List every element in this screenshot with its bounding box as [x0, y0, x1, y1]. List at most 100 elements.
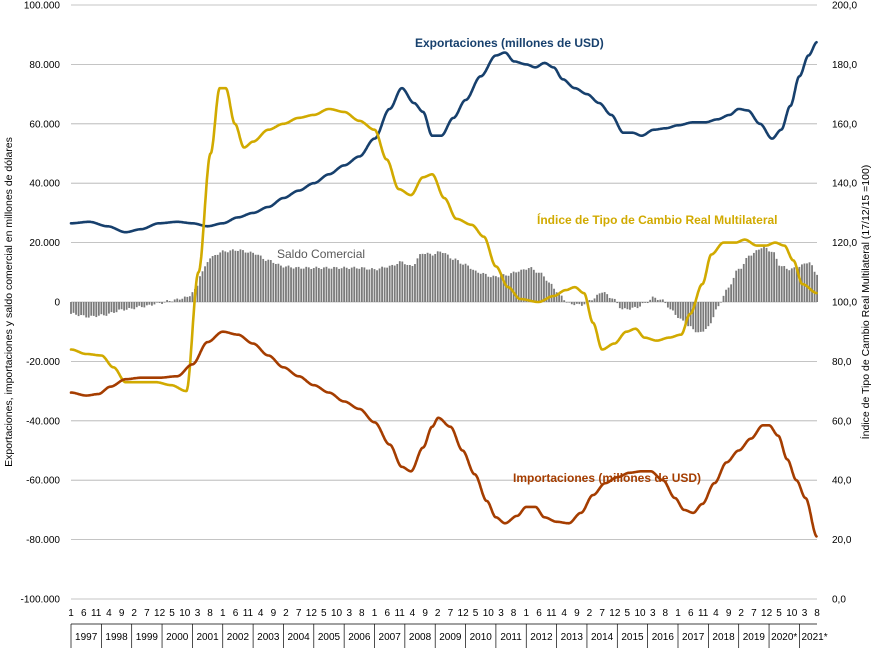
balance-bar: [426, 252, 429, 302]
balance-bar: [234, 250, 237, 302]
balance-bar: [328, 268, 330, 302]
month-tick-label: 8: [511, 608, 517, 619]
balance-bar: [583, 302, 586, 305]
balance-bar: [780, 266, 783, 302]
month-tick-label: 12: [154, 608, 166, 619]
year-label: 2014: [591, 632, 614, 643]
balance-bar: [596, 294, 598, 302]
year-label: 2016: [652, 632, 675, 643]
balance-bar: [264, 260, 267, 302]
balance-bar: [348, 269, 351, 302]
year-label: 2011: [500, 632, 522, 643]
month-tick-label: 6: [81, 608, 87, 619]
left-axis-ticks: 100.000 80.000 60.000 40.000 20.000 0 -20.000 -…: [21, 1, 61, 606]
month-tick-label: 8: [359, 608, 365, 619]
balance-bar: [651, 296, 654, 302]
balance-bar: [727, 287, 730, 302]
balance-bar: [740, 268, 743, 302]
balance-bar: [543, 276, 545, 302]
right-tick-label: 160,0: [832, 119, 857, 130]
balance-bar: [591, 300, 593, 302]
balance-bar: [813, 271, 816, 302]
balance-bar: [692, 302, 695, 330]
balance-bar: [424, 254, 426, 302]
balance-bar: [444, 253, 447, 302]
balance-bar: [188, 296, 191, 302]
balance-bar: [634, 302, 636, 307]
balance-bar: [262, 258, 265, 302]
balance-bar: [626, 302, 629, 310]
year-label: 2015: [621, 632, 644, 643]
balance-bar: [816, 274, 819, 302]
balance-bar: [452, 259, 454, 302]
month-tick-label: 5: [625, 608, 631, 619]
right-tick-label: 60,0: [832, 416, 852, 427]
balance-bar: [108, 302, 110, 314]
balance-bar: [745, 257, 748, 302]
balance-bar: [414, 264, 416, 302]
month-tick-label: 6: [536, 608, 542, 619]
right-tick-label: 40,0: [832, 476, 852, 487]
balance-bar: [173, 299, 176, 302]
year-label: 2003: [257, 632, 280, 643]
month-tick-label: 2: [435, 608, 441, 619]
balance-bar: [115, 302, 118, 313]
balance-bar: [224, 251, 227, 302]
balance-bar: [398, 261, 401, 302]
balance-bar: [247, 252, 249, 302]
year-label: 2004: [287, 632, 310, 643]
balance-bar: [300, 268, 303, 302]
balance-bar: [530, 267, 533, 302]
balance-bar: [269, 260, 272, 302]
balance-bar: [135, 302, 138, 308]
balance-bar: [401, 261, 404, 302]
balance-bar: [158, 302, 161, 303]
month-tick-label: 12: [761, 608, 773, 619]
balance-bar: [669, 302, 672, 310]
balance-bar: [363, 267, 366, 302]
balance-bar: [758, 249, 760, 302]
balance-bar: [148, 302, 151, 305]
balance-bar: [333, 266, 335, 302]
balance-bar: [565, 302, 568, 303]
balance-bar: [520, 269, 523, 302]
balance-bar: [411, 265, 414, 302]
balance-bar: [709, 302, 712, 324]
balance-bar: [125, 302, 128, 310]
right-tick-label: 80,0: [832, 357, 852, 368]
balance-bar: [679, 302, 682, 319]
balance-bar: [110, 302, 113, 313]
balance-bar: [226, 252, 229, 302]
balance-bar: [118, 302, 120, 310]
balance-bar: [302, 268, 305, 302]
month-tick-label: 1: [220, 608, 226, 619]
balance-bar: [717, 302, 720, 307]
right-tick-label: 20,0: [832, 535, 852, 546]
balance-bar: [191, 292, 194, 302]
balance-bar: [82, 302, 85, 316]
month-tick-label: 12: [458, 608, 470, 619]
balance-bar: [214, 255, 217, 302]
series-lines: [69, 41, 818, 538]
month-tick-label: 2: [131, 608, 137, 619]
balance-bar: [588, 299, 591, 302]
balance-bar: [156, 302, 158, 303]
right-tick-label: 100,0: [832, 298, 857, 309]
right-axis-title: Índice de Tipo de Cambio Real Multilater…: [859, 165, 872, 440]
balance-bar: [459, 263, 462, 302]
left-tick-label: -80.000: [26, 535, 60, 546]
month-tick-label: 1: [372, 608, 378, 619]
balance-bar: [449, 258, 452, 302]
balance-bar: [682, 302, 684, 321]
balance-bar: [242, 250, 244, 302]
balance-bar: [783, 265, 786, 302]
balance-bar: [371, 268, 373, 302]
balance-bar: [368, 269, 371, 302]
balance-bar: [140, 302, 143, 308]
balance-bar: [280, 265, 282, 302]
balance-bar: [580, 302, 583, 306]
year-label: 2007: [379, 632, 402, 643]
balance-bar: [803, 263, 806, 302]
balance-bar: [429, 253, 432, 302]
balance-bar: [285, 266, 287, 302]
